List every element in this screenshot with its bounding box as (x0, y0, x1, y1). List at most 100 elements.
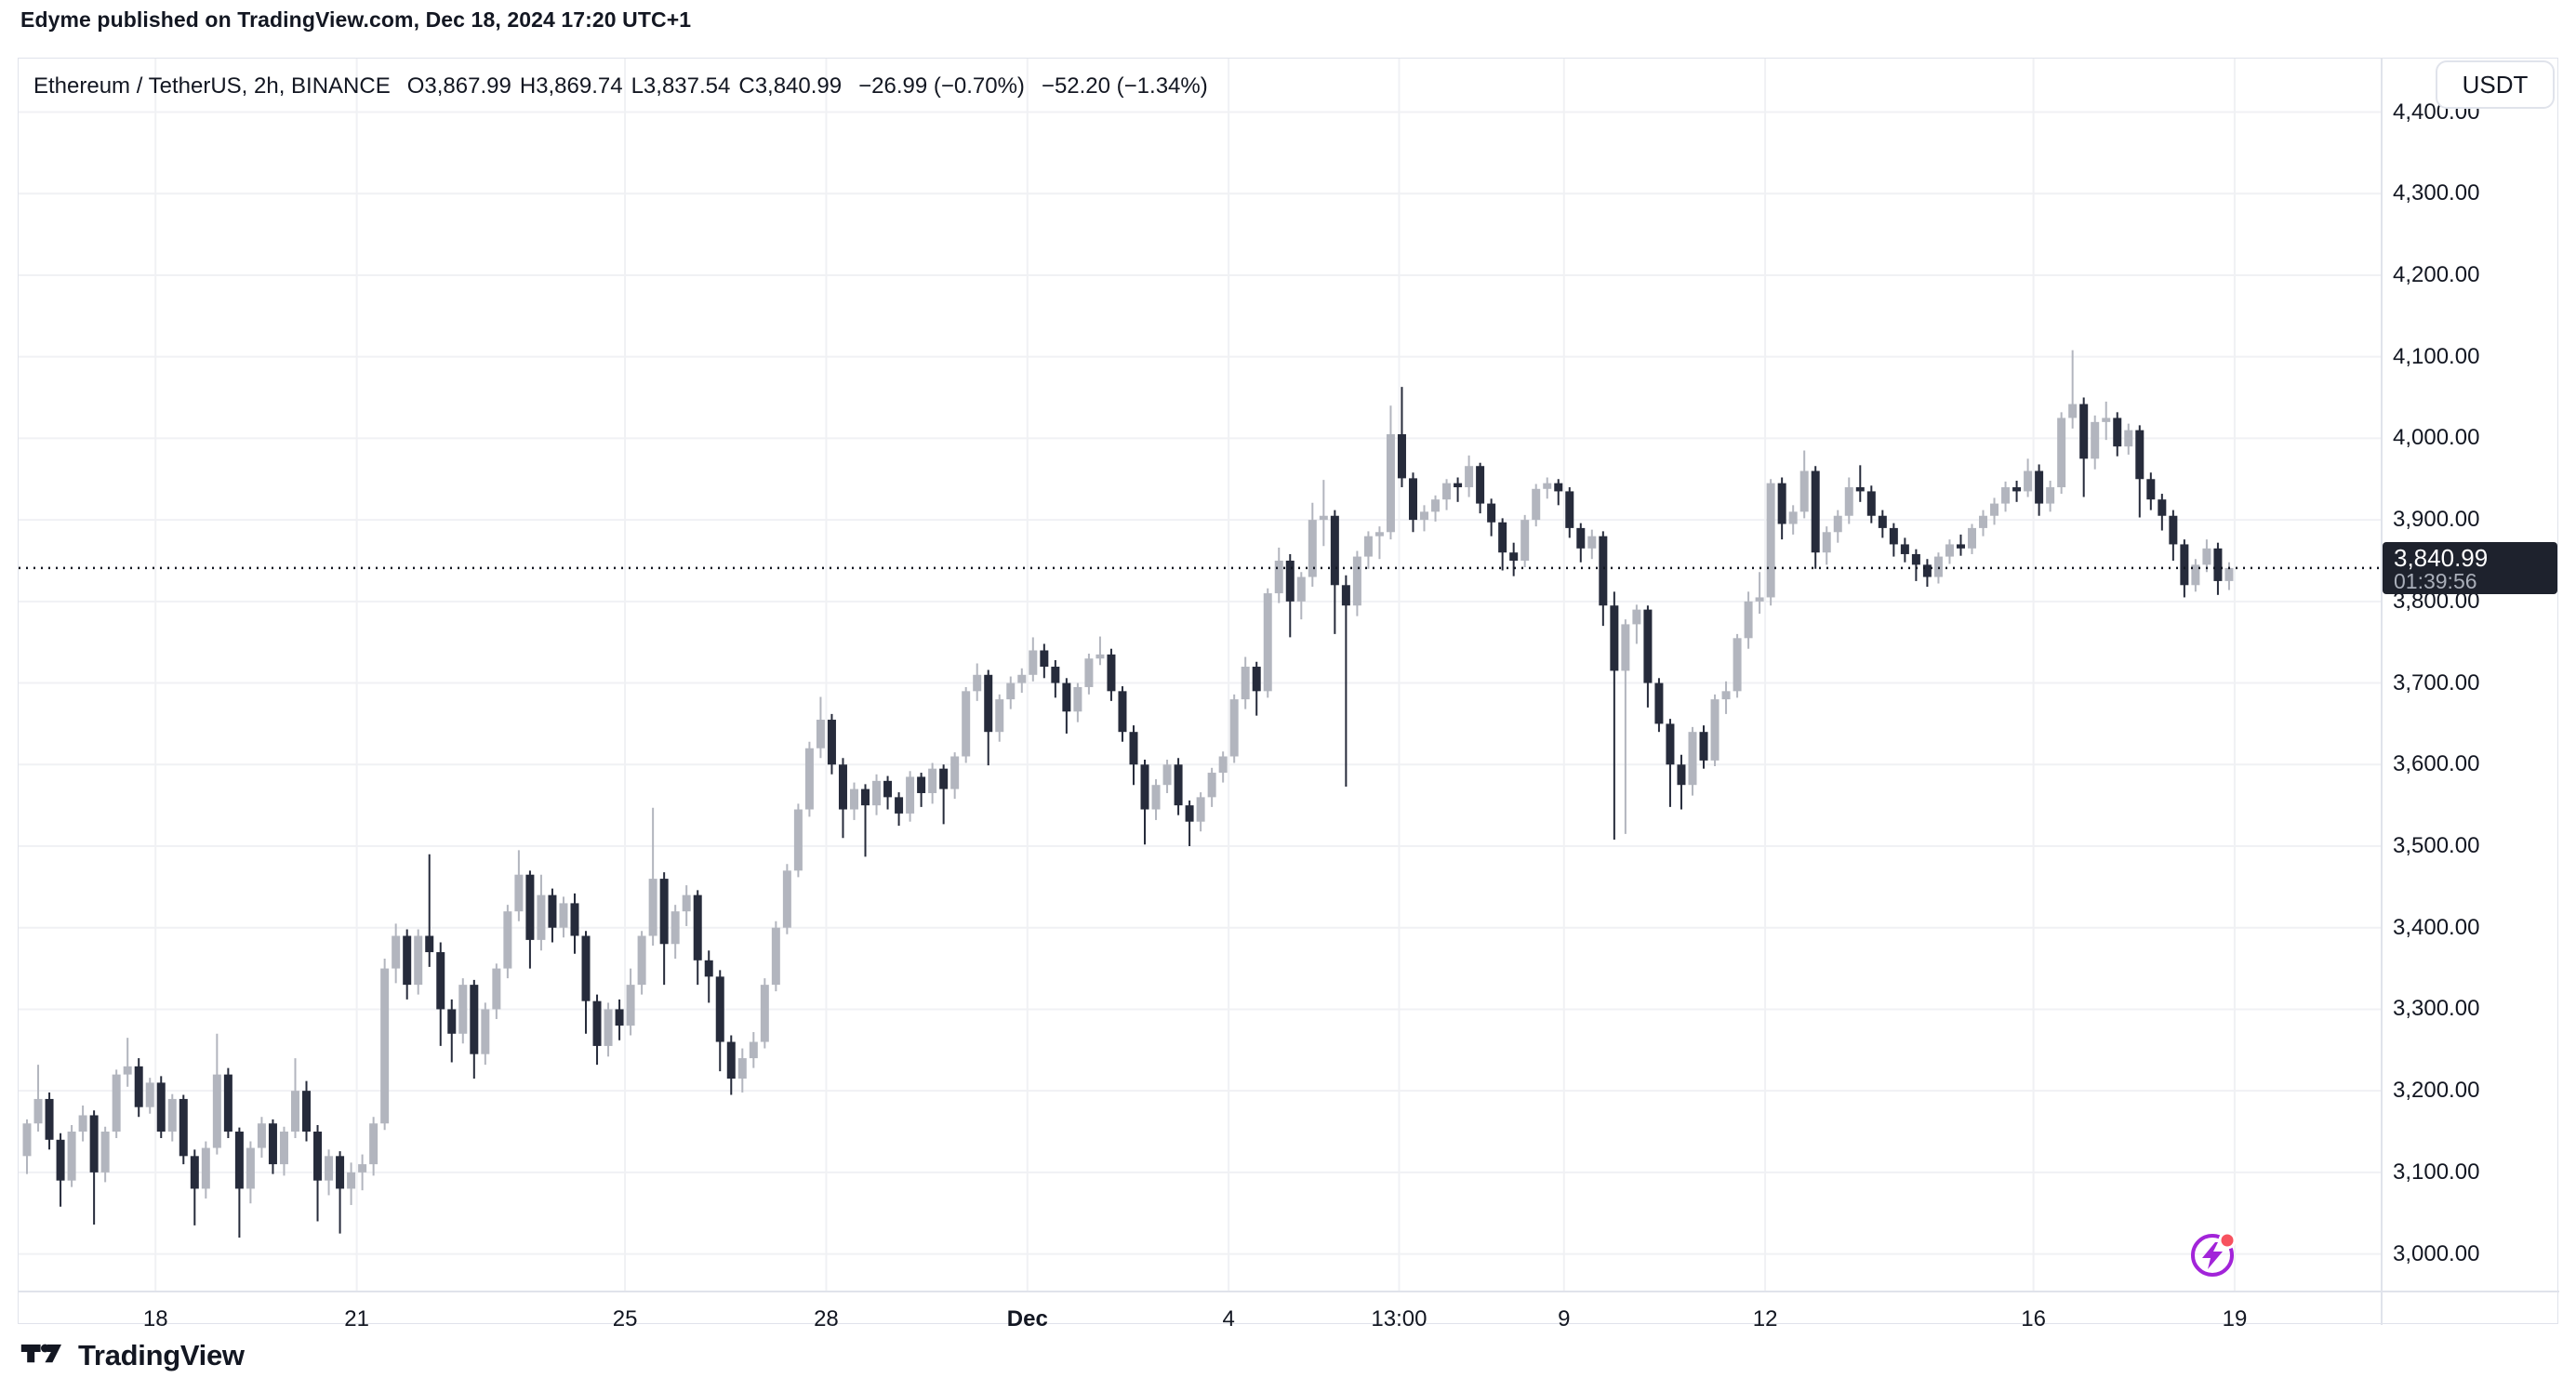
candle-body (1476, 466, 1485, 504)
candle-body (45, 1098, 54, 1140)
lightning-bolt-icon (2202, 1242, 2223, 1269)
candle-body (771, 927, 780, 986)
candle-body (1666, 723, 1675, 765)
candle-body (2024, 470, 2033, 492)
candle-body (1140, 764, 1149, 810)
currency-toggle-button[interactable]: USDT (2436, 60, 2555, 109)
candle-body (1454, 483, 1463, 488)
candle-body (895, 797, 904, 814)
candle-body (403, 935, 412, 986)
candle-body (2180, 544, 2189, 586)
price-axis-label: 3,600.00 (2393, 751, 2480, 777)
candle-body (78, 1115, 87, 1133)
flash-publish-icon[interactable] (2188, 1229, 2238, 1279)
candle-body (1207, 773, 1216, 798)
brand-name[interactable]: TradingView (78, 1339, 245, 1371)
ohlc-value: C3,840.99 (738, 73, 843, 99)
candle-body (1095, 654, 1105, 659)
tradingview-logo[interactable] (20, 1343, 65, 1369)
candle-body (1733, 638, 1742, 692)
candle-body (1062, 682, 1071, 712)
candle-body (1587, 536, 1597, 549)
candle-body (369, 1123, 378, 1165)
candle-body (358, 1164, 367, 1172)
candle-body (1397, 434, 1406, 479)
candle-body (1263, 593, 1272, 692)
candle-body (2191, 564, 2200, 586)
candle-body (581, 935, 591, 1001)
candle-body (268, 1123, 277, 1165)
chart-frame: Ethereum / TetherUS, 2h, BINANCE O3,867.9… (18, 58, 2559, 1331)
price-axis-label: 4,200.00 (2393, 261, 2480, 287)
candle-body (838, 764, 847, 810)
candle-body (637, 935, 646, 986)
candle-body (134, 1066, 143, 1107)
candle-body (693, 894, 702, 960)
candle-body (279, 1132, 288, 1165)
candlestick-chart[interactable] (19, 59, 2559, 1325)
candle-body (1699, 732, 1708, 761)
time-axis-label: 25 (612, 1306, 638, 1331)
candle-body (2068, 404, 2078, 418)
candle-body (1252, 667, 1261, 692)
candle-body (1956, 544, 1965, 549)
candle-body (682, 894, 691, 912)
candle-body (1118, 691, 1127, 733)
candle-body (984, 674, 993, 733)
candle-body (67, 1132, 76, 1181)
ohlc-value: O3,867.99 (406, 73, 511, 99)
candle-body (1285, 560, 1295, 602)
candle-body (1241, 667, 1250, 700)
candle-body (425, 935, 434, 953)
candle-body (804, 748, 814, 810)
ohlc-value: H3,869.74 (519, 73, 623, 99)
candle-body (1274, 560, 1283, 594)
candle-body (392, 935, 401, 969)
time-axis-label: 18 (142, 1306, 168, 1331)
candle-body (1744, 601, 1753, 639)
candle-body (1532, 488, 1541, 521)
time-axis-label: 21 (344, 1306, 369, 1331)
candle-body (481, 1009, 490, 1054)
candle-body (492, 968, 501, 1010)
candle-body (1945, 544, 1954, 557)
candle-body (1465, 466, 1474, 488)
candle-body (2158, 499, 2167, 516)
candle-body (1632, 609, 1641, 625)
price-axis-label: 4,300.00 (2393, 180, 2480, 206)
candle-body (2213, 548, 2223, 581)
candle-body (1185, 805, 1194, 822)
candle-body (1431, 499, 1441, 512)
change-value: −52.20 (−1.34%) (1041, 73, 1208, 99)
candle-body (190, 1156, 199, 1189)
time-axis-label: 19 (2222, 1306, 2248, 1331)
symbol-legend[interactable]: Ethereum / TetherUS, 2h, BINANCE O3,867.9… (33, 73, 1225, 99)
time-axis-label: 12 (1752, 1306, 1778, 1331)
candle-body (1833, 515, 1842, 533)
candle-body (1162, 764, 1172, 786)
candle-body (883, 780, 893, 798)
candle-body (313, 1132, 323, 1181)
candle-body (1599, 536, 1608, 606)
candle-body (112, 1074, 121, 1133)
footer: TradingView (20, 1339, 245, 1372)
candle-body (1174, 764, 1183, 806)
price-axis-label: 3,200.00 (2393, 1078, 2480, 1104)
price-axis-label: 3,000.00 (2393, 1240, 2480, 1266)
candle-body (1777, 483, 1786, 524)
candle-body (1967, 527, 1976, 549)
candle-body (861, 788, 870, 806)
candle-body (760, 985, 769, 1042)
candle-body (436, 952, 445, 1010)
candle-body (325, 1156, 334, 1181)
candle-body (1040, 650, 1049, 668)
candle-body (1363, 536, 1373, 557)
candle-body (973, 674, 982, 692)
candle-body (179, 1098, 188, 1157)
candle-body (704, 960, 713, 977)
time-axis-label: 13:00 (1371, 1306, 1427, 1331)
candle-body (1933, 556, 1943, 577)
candle-body (615, 1009, 624, 1026)
candle-body (100, 1132, 110, 1172)
